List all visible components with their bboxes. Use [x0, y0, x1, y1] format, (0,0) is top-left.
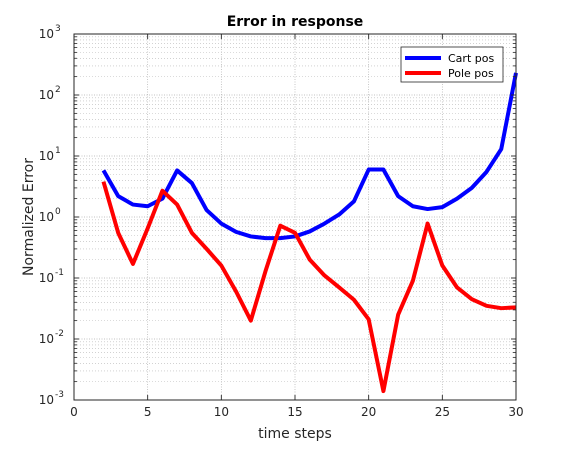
y-tick-exponent: 3 — [55, 24, 61, 34]
axis-ticks — [73, 33, 517, 401]
series-layer — [101, 72, 518, 394]
legend-label-pole-pos: Pole pos — [448, 67, 494, 80]
y-tick-exponent: 1 — [55, 146, 61, 156]
x-tick-label: 30 — [508, 405, 523, 419]
y-tick-label: 10 — [39, 27, 54, 41]
chart-title: Error in response — [227, 14, 364, 30]
x-tick-labels: 0 5 10 15 20 25 30 — [70, 405, 523, 419]
y-tick-exponent: -3 — [55, 390, 64, 400]
x-axis-label: time steps — [258, 426, 332, 442]
y-tick-label: 10 — [39, 332, 54, 346]
x-tick-label: 20 — [361, 405, 376, 419]
x-tick-label: 0 — [70, 405, 78, 419]
y-tick-exponent: 0 — [55, 207, 61, 217]
y-tick-exponent: -1 — [55, 268, 64, 278]
x-tick-label: 15 — [287, 405, 302, 419]
y-tick-label: 10 — [39, 271, 54, 285]
series-line-pole-pos — [101, 181, 517, 394]
y-tick-label: 10 — [39, 149, 54, 163]
series-line-cart-pos — [101, 72, 518, 241]
x-tick-label: 10 — [214, 405, 229, 419]
legend: Cart pos Pole pos — [400, 46, 504, 83]
y-tick-exponent: 2 — [55, 85, 61, 95]
y-tick-label: 10 — [39, 210, 54, 224]
y-tick-exponent: -2 — [55, 329, 64, 339]
x-tick-label: 25 — [435, 405, 450, 419]
legend-label-cart-pos: Cart pos — [448, 52, 494, 65]
x-tick-label: 5 — [144, 405, 152, 419]
y-tick-label: 10 — [39, 393, 54, 407]
y-tick-label: 10 — [39, 88, 54, 102]
legend-box — [400, 46, 504, 83]
y-axis-label: Normalized Error — [21, 158, 37, 276]
